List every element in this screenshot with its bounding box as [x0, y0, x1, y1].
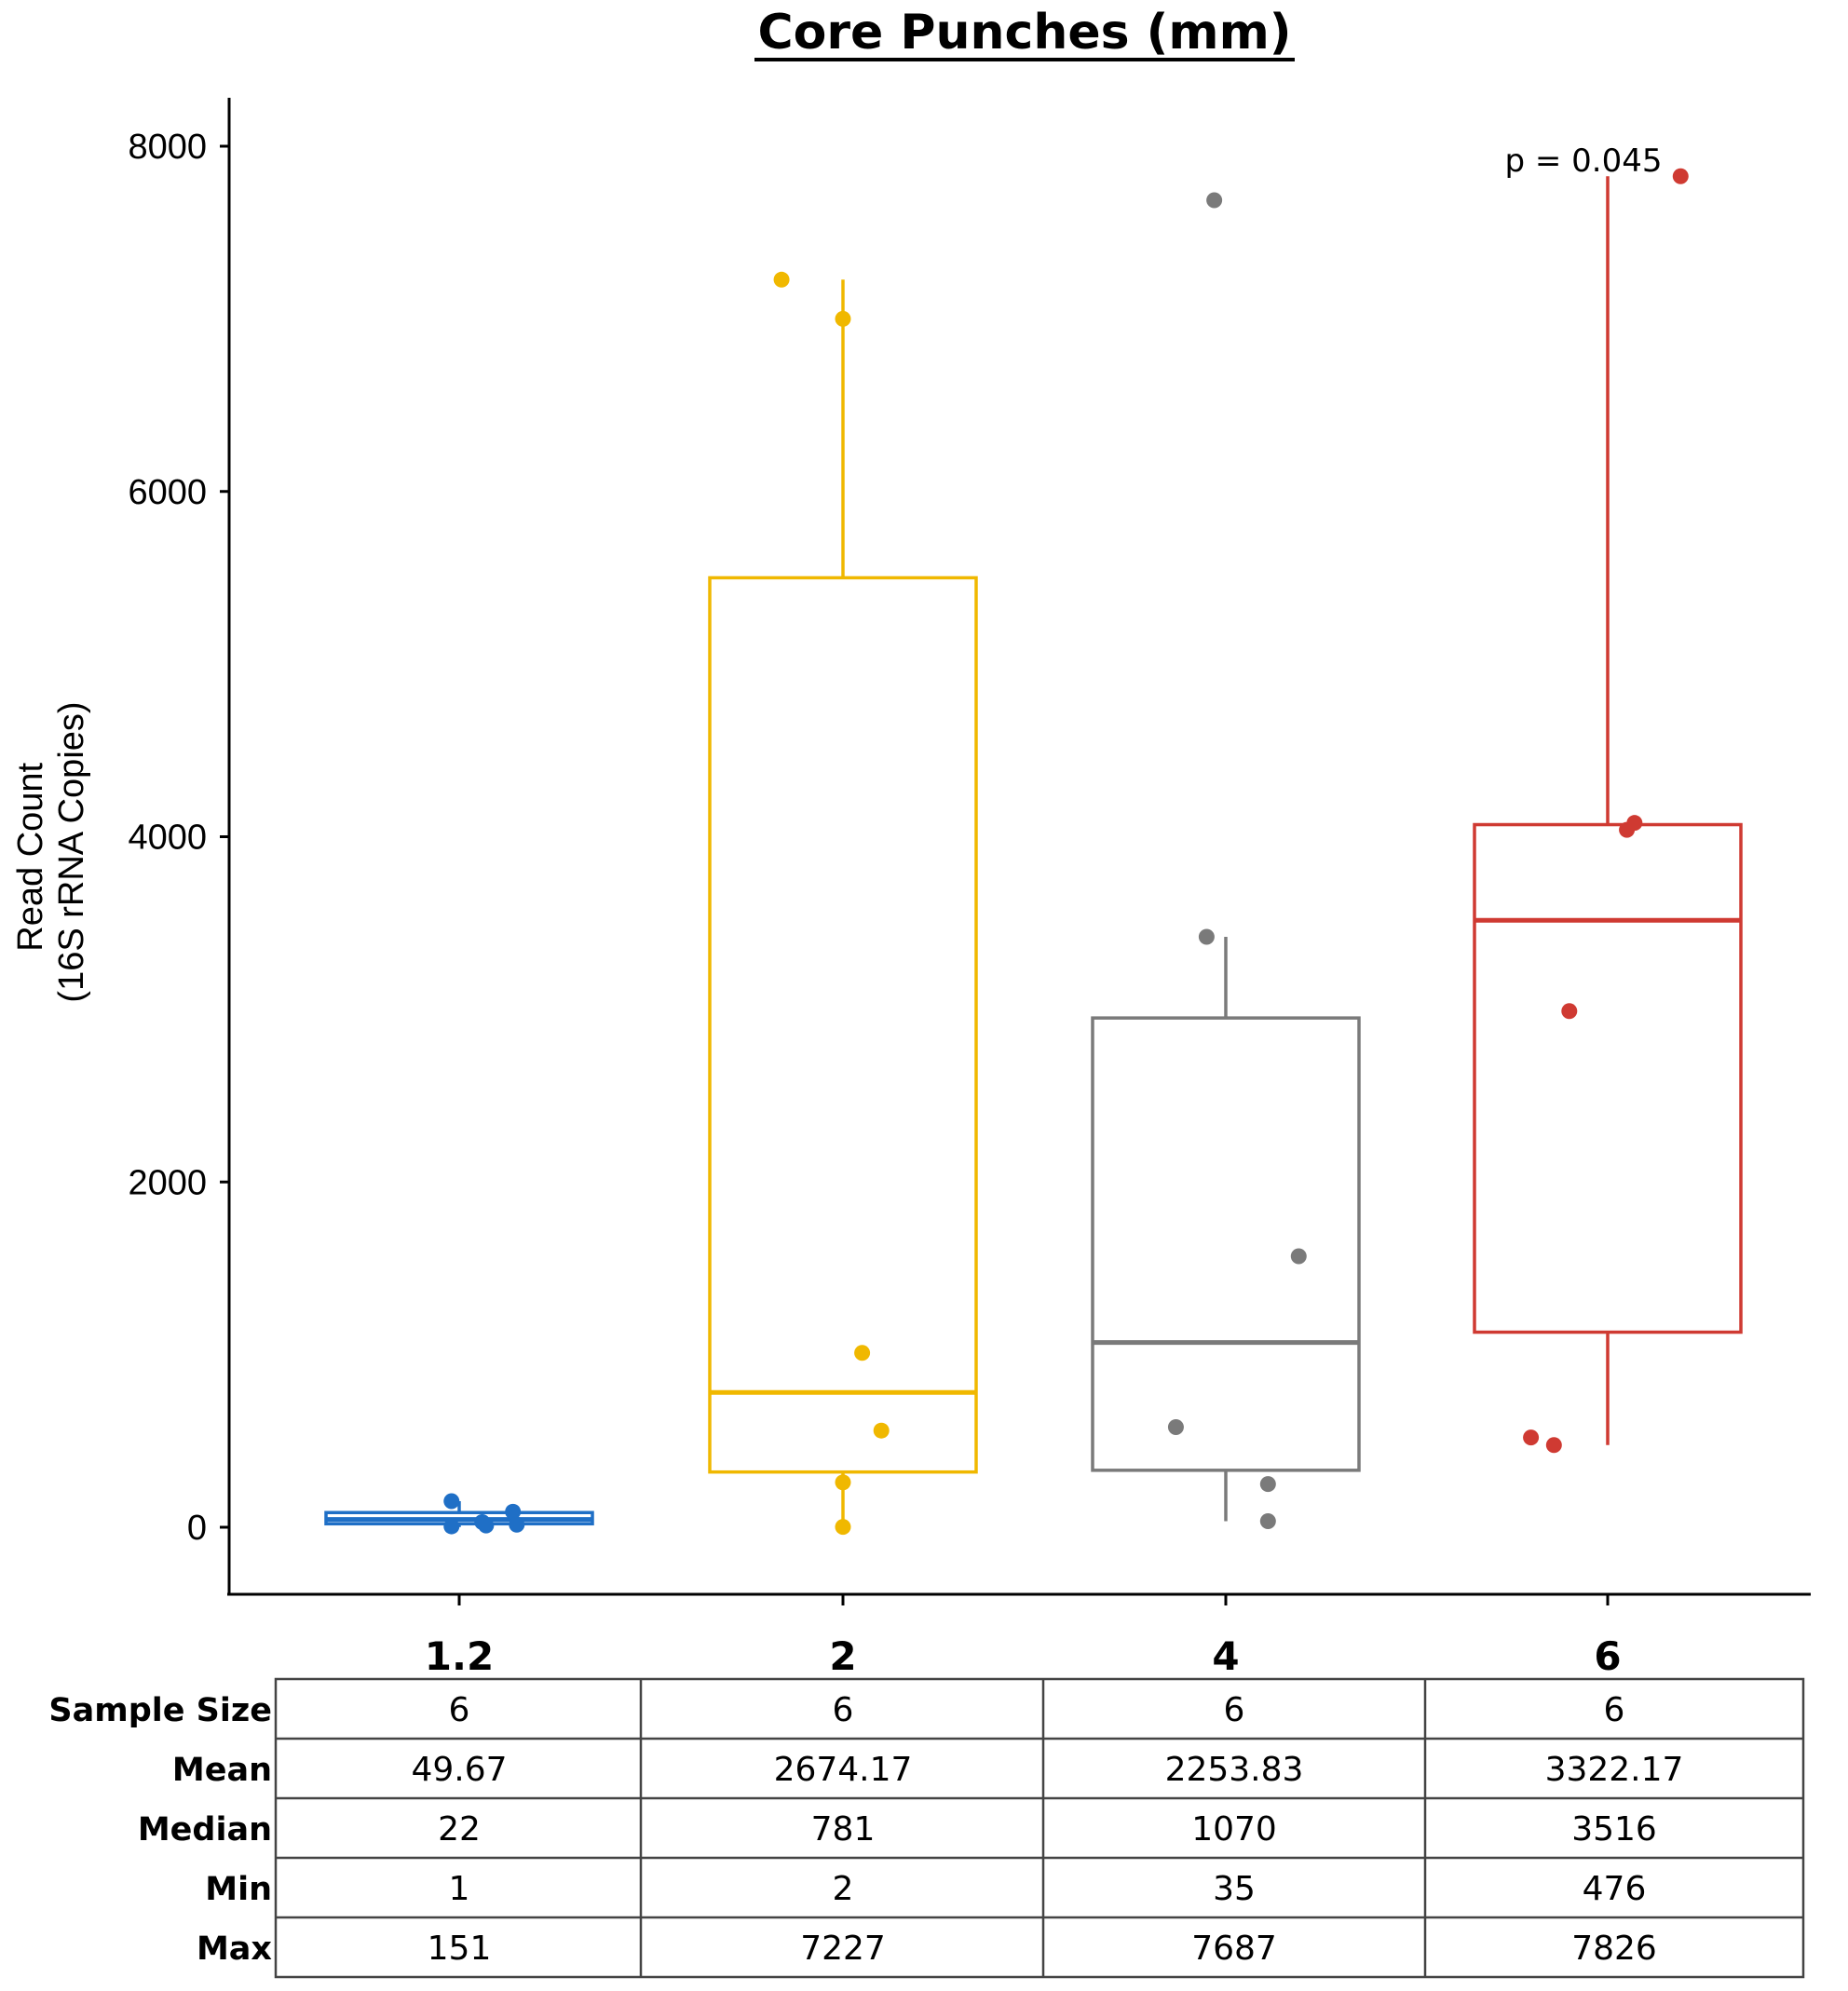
data-point	[1206, 192, 1223, 209]
data-point	[854, 1345, 871, 1361]
data-point	[1619, 821, 1636, 838]
data-point	[1672, 168, 1689, 184]
data-point	[1259, 1513, 1276, 1530]
table-cell: 781	[811, 1810, 876, 1849]
data-point	[509, 1516, 525, 1533]
x-axis-ticks: 1.2 2 4 6	[425, 1594, 1622, 1679]
x-tick-label: 6	[1594, 1633, 1621, 1679]
y-tick-label: 8000	[128, 128, 207, 167]
y-tick-label: 6000	[128, 473, 207, 512]
data-point	[478, 1517, 495, 1534]
box-iqr	[1091, 1016, 1361, 1472]
data-point	[1290, 1248, 1307, 1265]
summary-table: Sample Size 6 6 6 6 Mean 49.67 2674.17 2253.83 33…	[48, 1677, 1805, 1979]
table-row-label: Mean	[172, 1752, 272, 1789]
y-tick-label: 4000	[128, 819, 207, 858]
table-cell: 1	[449, 1870, 470, 1908]
table-cell: 3322.17	[1545, 1751, 1684, 1789]
table-cell: 6	[1604, 1691, 1625, 1729]
data-point	[835, 310, 851, 327]
table-border	[274, 1677, 1805, 1979]
table-cell: 6	[449, 1691, 470, 1729]
table-cell: 6	[1224, 1691, 1245, 1729]
table-cell: 151	[428, 1930, 492, 1968]
table-cell: 6	[833, 1691, 854, 1729]
x-tick-label: 2	[829, 1633, 856, 1679]
chart-title: Core Punches (mm)	[757, 5, 1291, 61]
y-tick-label: 2000	[128, 1163, 207, 1202]
table-row-label: Min	[205, 1871, 272, 1908]
y-axis-label-line-1: Read Count	[11, 762, 50, 951]
data-point	[443, 1493, 460, 1510]
table-row-label: Sample Size	[48, 1692, 272, 1729]
data-point	[1523, 1429, 1540, 1446]
box-series	[324, 176, 1743, 1527]
table-cell: 476	[1583, 1870, 1647, 1908]
table-cell: 2	[833, 1870, 854, 1908]
table-row-label: Median	[138, 1811, 272, 1849]
table-cell: 2674.17	[774, 1751, 913, 1789]
data-point	[835, 1519, 851, 1536]
box-iqr	[708, 576, 978, 1474]
data-point	[1561, 1003, 1578, 1020]
table-cell: 22	[438, 1810, 481, 1849]
data-point	[1198, 928, 1215, 945]
table-cell: 7826	[1571, 1930, 1657, 1968]
table-cell: 7227	[800, 1930, 886, 1968]
data-point	[1167, 1418, 1184, 1435]
table-cell: 3516	[1571, 1810, 1657, 1849]
data-point	[1545, 1437, 1562, 1454]
table-cell: 35	[1213, 1870, 1256, 1908]
data-point	[505, 1503, 522, 1520]
y-axis-ticks: 0 2000 4000 6000 8000	[128, 128, 229, 1548]
table-cell: 49.67	[411, 1751, 507, 1789]
data-point	[1259, 1476, 1276, 1493]
box-iqr	[1473, 822, 1743, 1334]
jitter-points	[443, 168, 1689, 1536]
y-axis-label-line-2: (16S rRNA Copies)	[52, 701, 91, 1002]
y-tick-label: 0	[187, 1509, 207, 1548]
table-cell: 2253.83	[1165, 1751, 1304, 1789]
table-row-label: Max	[197, 1930, 272, 1968]
data-point	[835, 1474, 851, 1491]
table-cell: 7687	[1191, 1930, 1277, 1968]
x-tick-label: 1.2	[425, 1633, 494, 1679]
data-point	[443, 1518, 460, 1535]
table-cell: 1070	[1191, 1810, 1277, 1849]
x-tick-label: 4	[1212, 1633, 1239, 1679]
data-point	[773, 271, 790, 288]
p-value-annotation: p = 0.045	[1504, 142, 1662, 180]
y-axis-label: Read Count (16S rRNA Copies)	[11, 701, 91, 1002]
data-point	[873, 1422, 890, 1439]
